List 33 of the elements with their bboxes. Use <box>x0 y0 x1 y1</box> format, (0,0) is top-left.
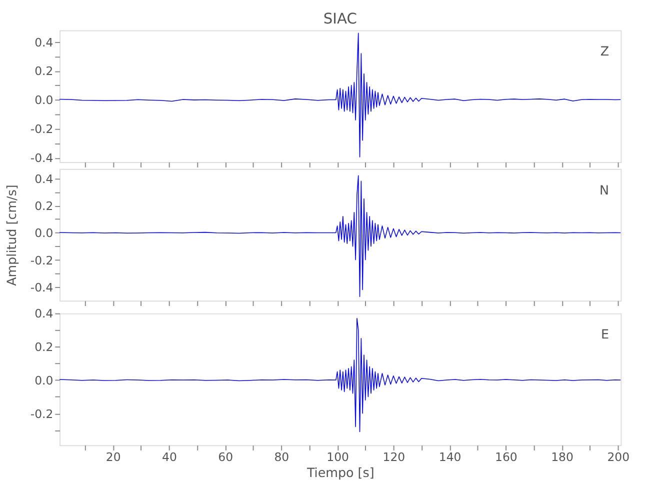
annotation: N <box>600 182 610 198</box>
y-axis-title: Amplitud [cm/s] <box>4 184 20 286</box>
x-tick-label: 180 <box>551 450 574 464</box>
line-series <box>60 175 621 297</box>
x-tick-label: 200 <box>607 450 630 464</box>
y-tick-label: 0.2 <box>34 340 54 354</box>
line-series <box>60 32 621 158</box>
x-tick-label: 120 <box>382 450 406 464</box>
y-tick-label: -0.4 <box>30 280 54 294</box>
x-tick-label: 80 <box>274 450 290 464</box>
y-tick-label: 0.0 <box>34 93 54 108</box>
y-tick-label: -0.2 <box>30 122 54 136</box>
x-tick-label: 40 <box>162 450 177 464</box>
y-tick-label: -0.2 <box>30 253 54 268</box>
line-series <box>60 318 621 432</box>
y-tick-label: -0.4 <box>30 151 54 166</box>
x-tick-label: 140 <box>438 450 462 464</box>
x-tick-label: 20 <box>106 450 121 464</box>
y-tick-label: 0.4 <box>34 306 54 321</box>
x-tick-label: 100 <box>326 450 349 464</box>
y-tick-label: 0.2 <box>34 64 54 78</box>
y-tick-label: 0.4 <box>34 172 54 186</box>
y-tick-label: 0.2 <box>34 198 54 213</box>
x-tick-label: 60 <box>218 450 234 464</box>
chart-title: SIAC <box>323 10 357 28</box>
y-tick-label: 0.4 <box>34 35 54 50</box>
y-tick-label: 0.0 <box>34 226 54 240</box>
y-tick-label: -0.2 <box>30 406 54 421</box>
x-tick-label: 160 <box>494 450 518 464</box>
x-axis-title: Tiempo [s] <box>306 464 374 480</box>
y-tick-label: 0.0 <box>34 373 54 388</box>
annotation: Z <box>600 44 610 59</box>
annotation: E <box>600 326 610 342</box>
